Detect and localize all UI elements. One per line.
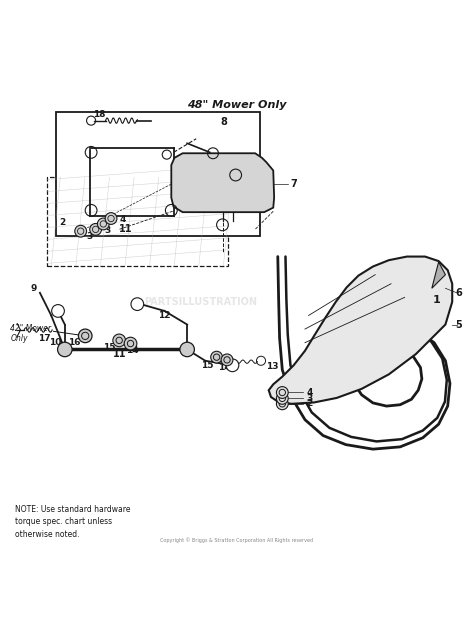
FancyBboxPatch shape: [56, 111, 260, 236]
Text: 14: 14: [126, 346, 138, 355]
Polygon shape: [171, 153, 274, 212]
Text: 16: 16: [68, 338, 80, 347]
Circle shape: [113, 334, 126, 347]
Text: 5: 5: [456, 319, 463, 330]
Circle shape: [180, 342, 194, 356]
Circle shape: [57, 342, 72, 356]
Text: 4: 4: [119, 215, 126, 224]
Text: 3: 3: [105, 226, 111, 236]
Text: 3: 3: [306, 394, 313, 403]
Text: 3: 3: [87, 232, 93, 241]
Text: 18: 18: [92, 110, 105, 119]
Circle shape: [75, 225, 87, 237]
Text: 1: 1: [432, 294, 440, 305]
Circle shape: [124, 337, 137, 350]
Text: 4: 4: [306, 388, 313, 397]
Text: 7: 7: [290, 179, 297, 189]
Circle shape: [226, 359, 239, 372]
Text: 11: 11: [112, 349, 126, 359]
Text: 2: 2: [59, 218, 66, 227]
Text: 42" Mower
Only: 42" Mower Only: [10, 324, 52, 343]
Circle shape: [131, 298, 144, 310]
Circle shape: [105, 212, 117, 225]
Circle shape: [276, 392, 288, 404]
Circle shape: [211, 351, 222, 363]
Circle shape: [276, 387, 288, 398]
Circle shape: [221, 354, 233, 366]
Text: 15: 15: [103, 342, 116, 352]
Circle shape: [78, 329, 92, 342]
Text: Copyright © Briggs & Stratton Corporation All Rights reserved: Copyright © Briggs & Stratton Corporatio…: [160, 538, 314, 543]
Text: 17: 17: [212, 157, 225, 166]
Text: 12: 12: [158, 311, 171, 320]
Text: 48" Mower Only: 48" Mower Only: [187, 100, 287, 110]
Text: 14: 14: [218, 363, 231, 372]
Text: 15: 15: [201, 361, 214, 370]
Text: 8: 8: [220, 116, 227, 127]
Text: 13: 13: [266, 362, 279, 371]
Text: 17: 17: [38, 333, 51, 342]
Text: NOTE: Use standard hardware
torque spec. chart unless
otherwise noted.: NOTE: Use standard hardware torque spec.…: [15, 504, 130, 539]
Text: PARTSILLUSTRATION: PARTSILLUSTRATION: [144, 297, 257, 307]
Polygon shape: [269, 257, 452, 404]
Text: 11: 11: [119, 225, 133, 234]
Text: 6: 6: [456, 288, 463, 298]
Text: 9: 9: [31, 284, 37, 292]
Polygon shape: [432, 262, 446, 288]
Circle shape: [98, 218, 109, 230]
Text: 10: 10: [49, 338, 61, 347]
Circle shape: [276, 398, 288, 410]
Circle shape: [90, 223, 101, 236]
Circle shape: [52, 305, 64, 317]
FancyBboxPatch shape: [47, 177, 228, 266]
Text: 2: 2: [306, 399, 313, 408]
